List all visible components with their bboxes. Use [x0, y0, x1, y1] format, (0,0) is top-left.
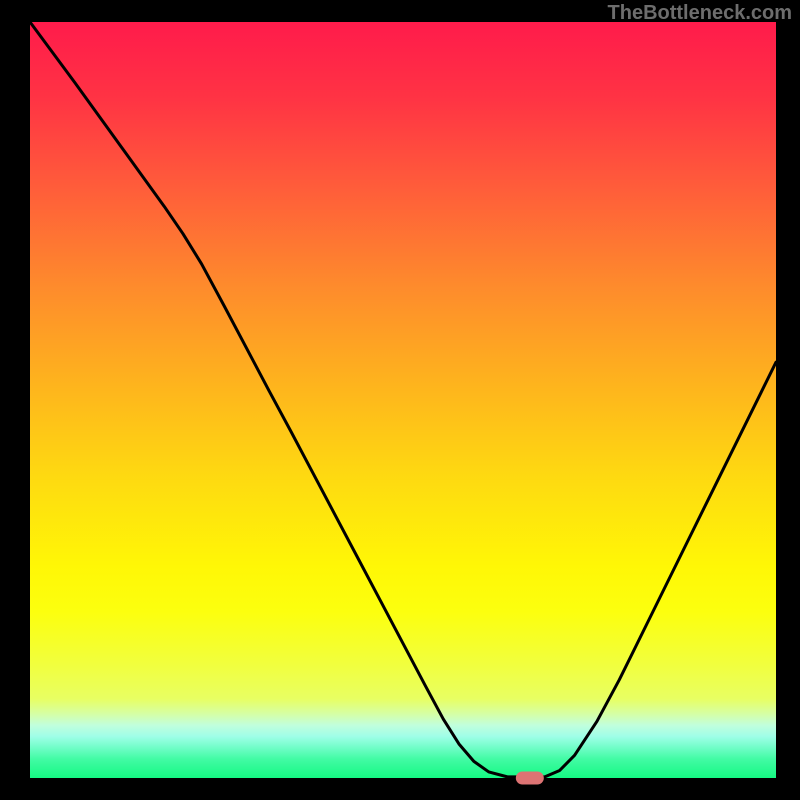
chart-svg [0, 0, 800, 800]
optimal-marker [516, 772, 544, 785]
watermark-text: TheBottleneck.com [608, 2, 792, 25]
bottleneck-chart: TheBottleneck.com [0, 0, 800, 800]
plot-background [30, 22, 776, 778]
